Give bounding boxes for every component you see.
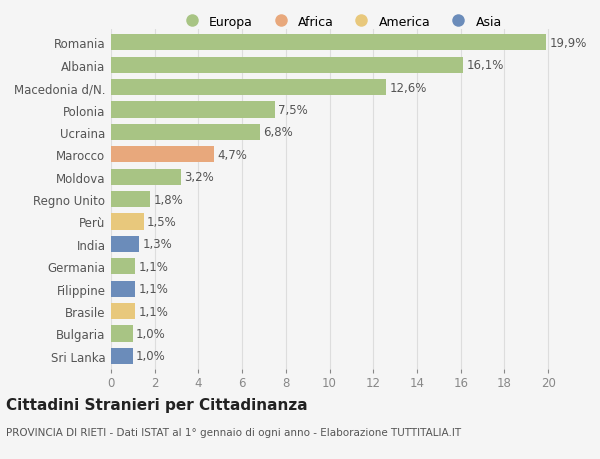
Bar [111,303,135,319]
Text: 7,5%: 7,5% [278,104,308,117]
Text: 1,1%: 1,1% [139,260,168,273]
Bar [111,80,386,96]
Text: 16,1%: 16,1% [466,59,503,72]
Text: 1,1%: 1,1% [139,305,168,318]
Text: 6,8%: 6,8% [263,126,293,139]
Bar [111,124,260,140]
Text: 19,9%: 19,9% [549,37,587,50]
Bar [111,348,133,364]
Bar [111,147,214,163]
Text: 1,0%: 1,0% [136,350,166,363]
Bar [111,57,463,73]
Text: 1,0%: 1,0% [136,327,166,340]
Bar [111,102,275,118]
Bar [111,326,133,342]
Legend: Europa, Africa, America, Asia: Europa, Africa, America, Asia [174,11,507,34]
Bar [111,191,151,208]
Bar [111,259,135,275]
Bar [111,281,135,297]
Text: 1,3%: 1,3% [143,238,172,251]
Text: 3,2%: 3,2% [184,171,214,184]
Text: 1,5%: 1,5% [147,216,177,229]
Text: 1,1%: 1,1% [139,283,168,296]
Bar [111,236,139,252]
Text: 12,6%: 12,6% [389,81,427,95]
Bar [111,35,546,51]
Text: 1,8%: 1,8% [154,193,184,206]
Text: PROVINCIA DI RIETI - Dati ISTAT al 1° gennaio di ogni anno - Elaborazione TUTTIT: PROVINCIA DI RIETI - Dati ISTAT al 1° ge… [6,427,461,437]
Text: 4,7%: 4,7% [217,149,247,162]
Bar [111,214,144,230]
Bar [111,169,181,185]
Text: Cittadini Stranieri per Cittadinanza: Cittadini Stranieri per Cittadinanza [6,397,308,412]
